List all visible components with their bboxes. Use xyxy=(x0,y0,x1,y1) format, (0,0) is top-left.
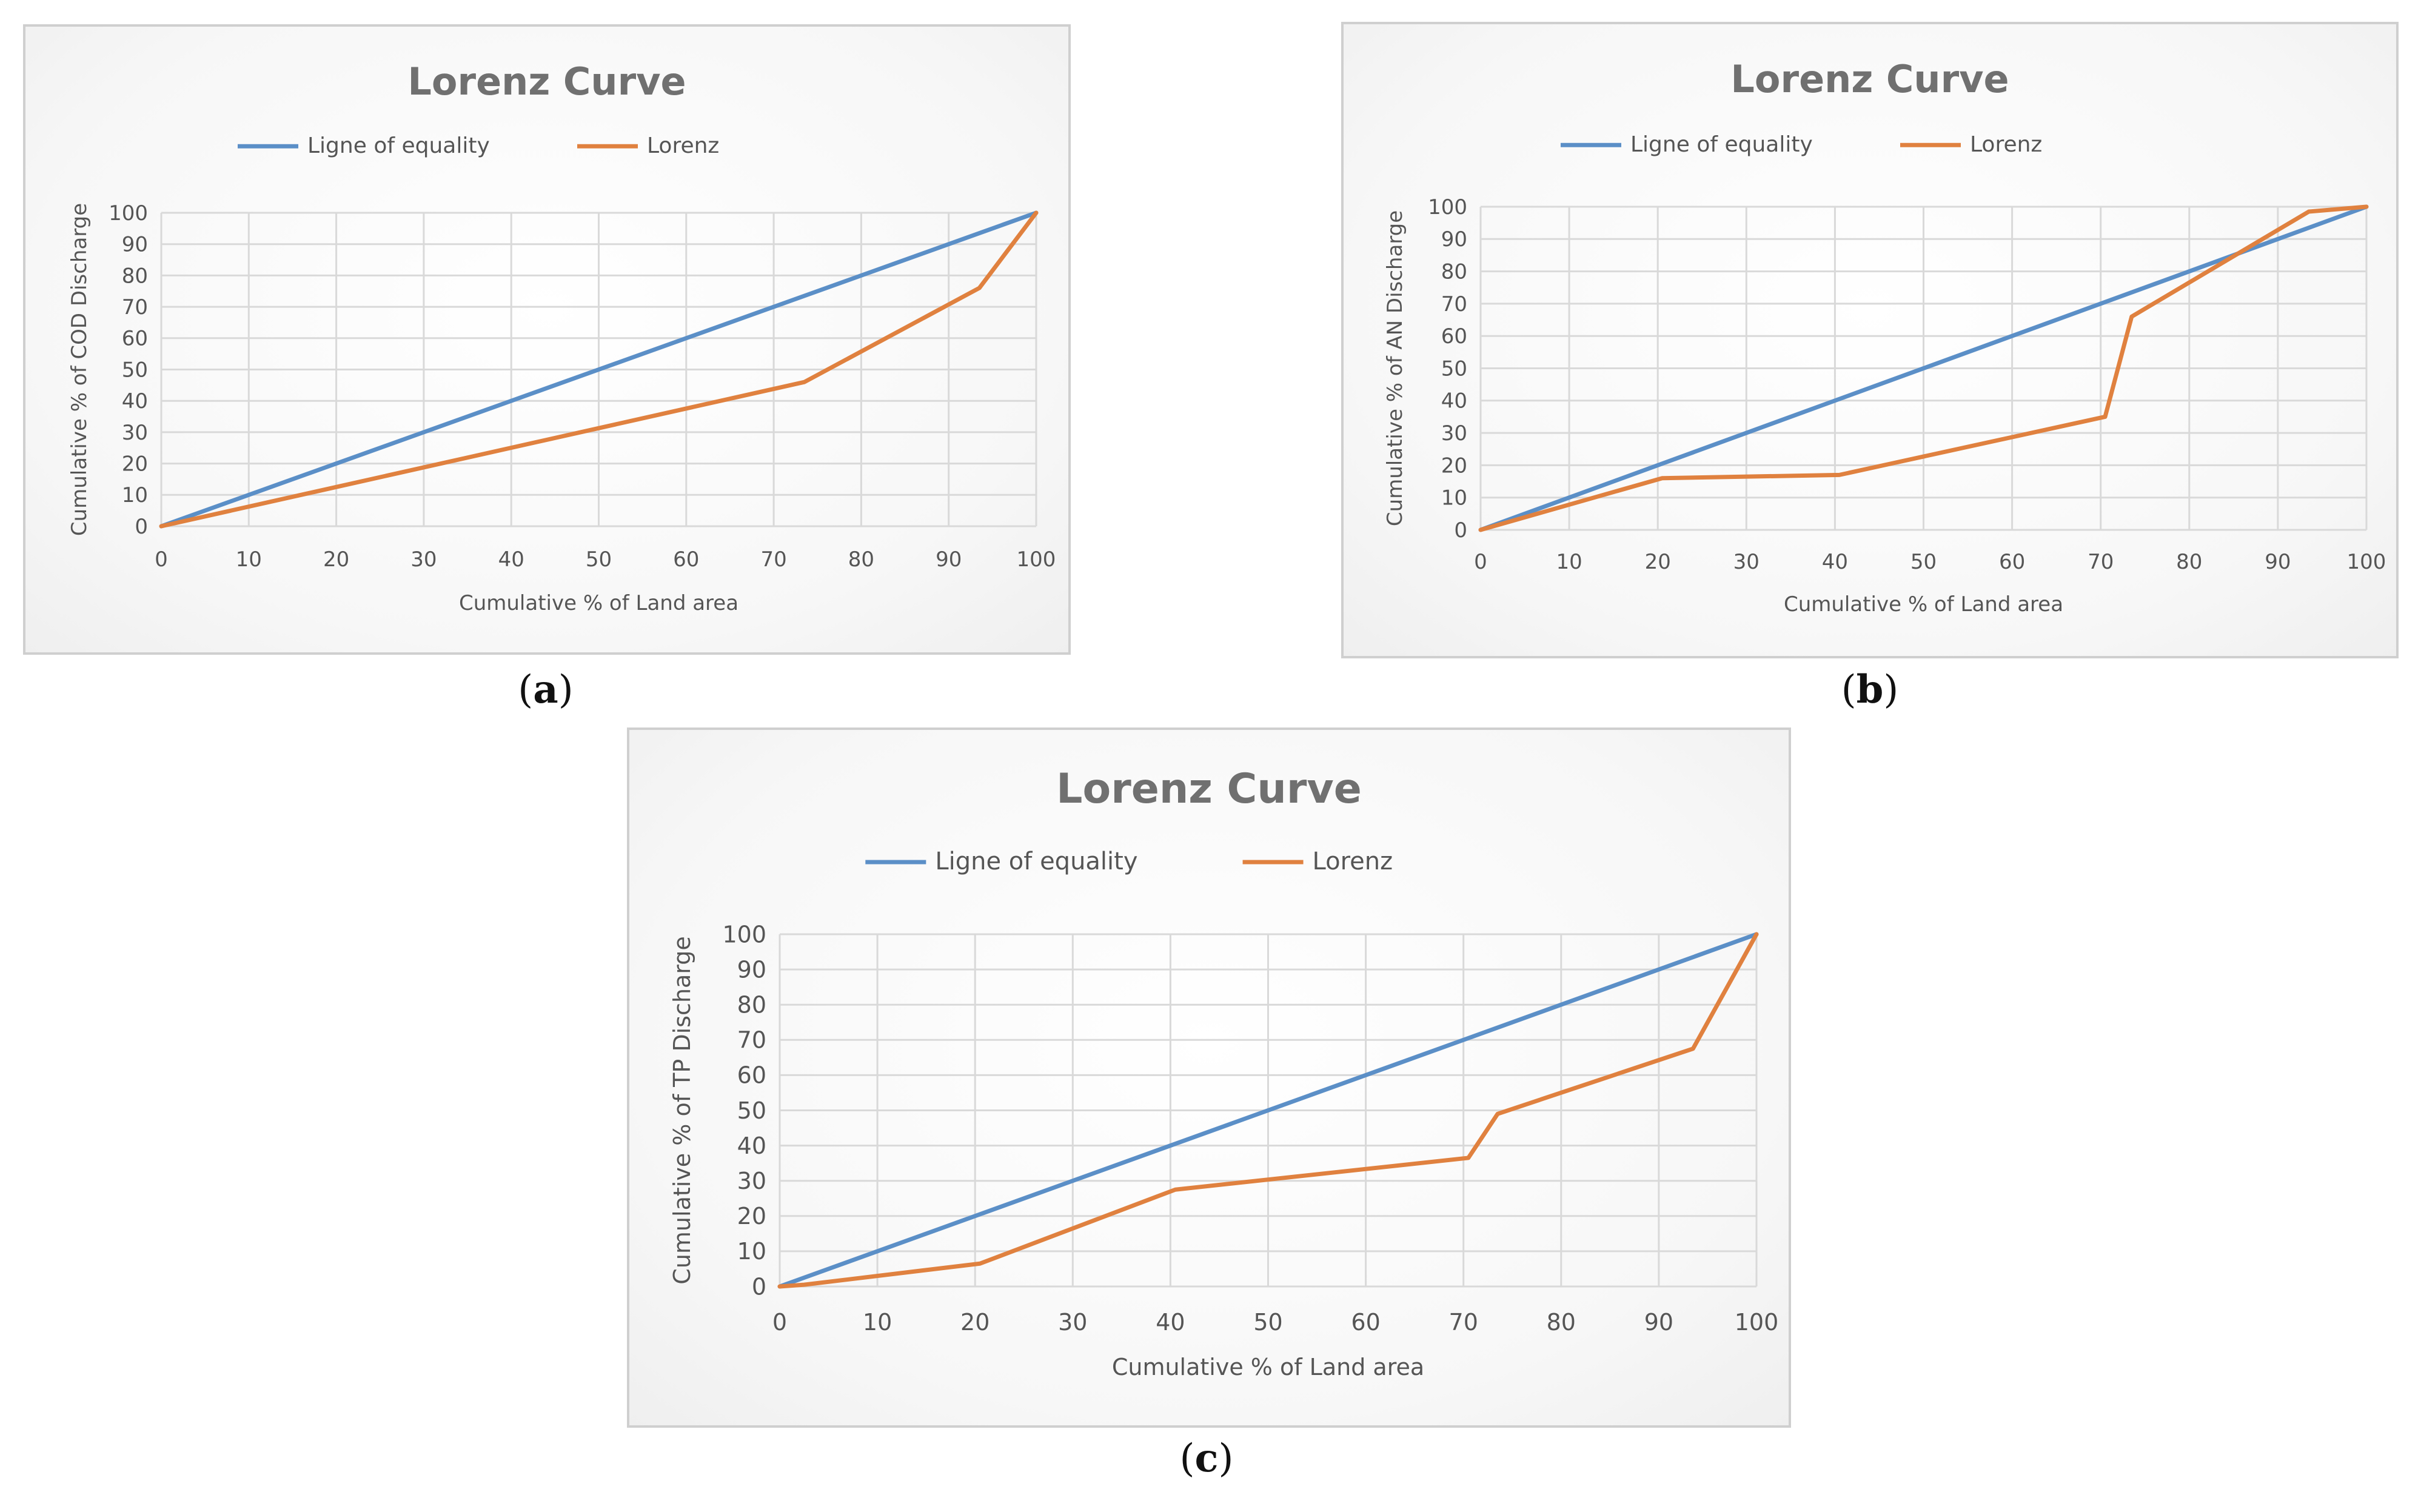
y-tick-label: 0 xyxy=(752,1273,766,1300)
lorenz-line xyxy=(777,932,1759,1289)
y-tick-label: 100 xyxy=(722,921,766,948)
x-tick-label: 10 xyxy=(1556,550,1582,574)
chart-b-svg: Lorenz Curve Ligne of equality Lorenz 0 10 20… xyxy=(1383,57,2386,617)
legend-label-equality: Ligne of equality xyxy=(1630,132,1813,157)
y-tick-label: 80 xyxy=(1441,260,1467,284)
x-tick-label: 80 xyxy=(1547,1309,1576,1336)
y-tick-label: 70 xyxy=(1441,292,1467,316)
y-tick-label: 30 xyxy=(1441,421,1467,446)
caption-b: (b) xyxy=(1841,667,1899,712)
x-tick-label: 70 xyxy=(1449,1309,1478,1336)
x-tick-label: 80 xyxy=(2176,550,2202,574)
equality-line xyxy=(777,932,1759,1289)
chart-title: Lorenz Curve xyxy=(1056,765,1362,813)
y-tick-label: 100 xyxy=(1428,195,1467,219)
chart-a-svg: Lorenz Curve Ligne of equality Lorenz 0 10 20… xyxy=(67,59,1056,615)
x-tick-label: 40 xyxy=(1156,1309,1185,1336)
caption-a: (a) xyxy=(518,667,574,712)
y-tick-label: 20 xyxy=(122,452,148,477)
y-tick-label: 80 xyxy=(737,992,766,1019)
x-tick-label: 20 xyxy=(323,547,349,572)
chart-title: Lorenz Curve xyxy=(1730,57,2009,101)
legend-label-lorenz: Lorenz xyxy=(647,133,719,158)
legend-label-equality: Ligne of equality xyxy=(935,848,1137,875)
y-tick-label: 50 xyxy=(737,1097,766,1124)
x-tick-label: 90 xyxy=(1644,1309,1673,1336)
x-tick-label: 100 xyxy=(1735,1309,1779,1336)
x-tick-label: 50 xyxy=(1910,550,1937,574)
x-tick-label: 30 xyxy=(1733,550,1760,574)
y-tick-label: 90 xyxy=(122,233,148,257)
x-tick-label: 70 xyxy=(760,547,786,572)
x-tick-label: 30 xyxy=(1058,1309,1087,1336)
x-tick-label: 50 xyxy=(1253,1309,1282,1336)
x-tick-label: 40 xyxy=(1822,550,1848,574)
x-tick-label: 60 xyxy=(673,547,699,572)
x-tick-label: 90 xyxy=(936,547,962,572)
y-tick-label: 40 xyxy=(122,389,148,413)
y-tick-label: 90 xyxy=(737,956,766,983)
legend-label-lorenz: Lorenz xyxy=(1970,132,2042,157)
x-tick-label: 0 xyxy=(155,547,168,572)
x-tick-label: 60 xyxy=(1999,550,2025,574)
equality-line xyxy=(159,210,1039,529)
y-tick-label: 20 xyxy=(1441,453,1467,478)
y-tick-label: 30 xyxy=(122,421,148,445)
y-tick-label: 60 xyxy=(1441,324,1467,349)
x-tick-label: 10 xyxy=(236,547,262,572)
y-axis-label: Cumulative % of TP Discharge xyxy=(669,936,695,1284)
x-tick-label: 60 xyxy=(1351,1309,1380,1336)
y-tick-label: 0 xyxy=(1454,518,1467,543)
y-tick-label: 60 xyxy=(737,1062,766,1089)
y-tick-label: 10 xyxy=(122,483,148,507)
x-tick-label: 80 xyxy=(848,547,874,572)
y-tick-label: 40 xyxy=(1441,389,1467,413)
x-tick-label: 40 xyxy=(498,547,524,572)
chart-panel-a: Lorenz Curve Ligne of equality Lorenz 0 10 20… xyxy=(23,24,1071,655)
y-axis-label: Cumulative % of AN Discharge xyxy=(1383,210,1407,526)
x-axis-label: Cumulative % of Land area xyxy=(459,591,738,615)
x-tick-label: 90 xyxy=(2265,550,2291,574)
y-tick-label: 70 xyxy=(737,1027,766,1054)
y-tick-label: 0 xyxy=(135,515,148,539)
lorenz-line xyxy=(1478,204,2369,532)
x-tick-label: 0 xyxy=(772,1309,787,1336)
x-tick-label: 0 xyxy=(1474,550,1487,574)
x-tick-label: 100 xyxy=(2347,550,2386,574)
caption-c: (c) xyxy=(1179,1436,1234,1481)
legend-label-equality: Ligne of equality xyxy=(307,133,490,158)
chart-title: Lorenz Curve xyxy=(407,59,686,104)
x-tick-label: 20 xyxy=(960,1309,989,1336)
x-axis-label: Cumulative % of Land area xyxy=(1112,1354,1424,1380)
x-tick-label: 100 xyxy=(1017,547,1056,572)
x-tick-label: 20 xyxy=(1645,550,1671,574)
y-tick-label: 40 xyxy=(737,1132,766,1159)
chart-c-svg: Lorenz Curve Ligne of equality Lorenz 0 10 20… xyxy=(669,765,1779,1380)
legend-label-lorenz: Lorenz xyxy=(1313,848,1393,875)
y-tick-label: 70 xyxy=(122,295,148,319)
x-axis-label: Cumulative % of Land area xyxy=(1784,592,2063,617)
y-tick-label: 50 xyxy=(1441,356,1467,381)
x-tick-label: 10 xyxy=(863,1309,892,1336)
lorenz-line xyxy=(159,210,1039,529)
y-tick-label: 100 xyxy=(109,201,148,226)
y-tick-label: 10 xyxy=(737,1238,766,1265)
y-axis-label: Cumulative % of COD Discharge xyxy=(67,203,92,536)
x-tick-label: 30 xyxy=(410,547,437,572)
y-tick-label: 50 xyxy=(122,358,148,382)
x-tick-label: 50 xyxy=(586,547,612,572)
y-tick-label: 30 xyxy=(737,1168,766,1194)
y-tick-label: 10 xyxy=(1441,486,1467,510)
y-tick-label: 80 xyxy=(122,264,148,288)
y-tick-label: 20 xyxy=(737,1203,766,1229)
y-tick-label: 60 xyxy=(122,327,148,351)
y-tick-label: 90 xyxy=(1441,227,1467,252)
chart-panel-c: Lorenz Curve Ligne of equality Lorenz 0 10 20… xyxy=(627,728,1791,1428)
equality-line xyxy=(1478,204,2369,532)
chart-panel-b: Lorenz Curve Ligne of equality Lorenz 0 10 20… xyxy=(1341,22,2399,658)
x-tick-label: 70 xyxy=(2088,550,2114,574)
